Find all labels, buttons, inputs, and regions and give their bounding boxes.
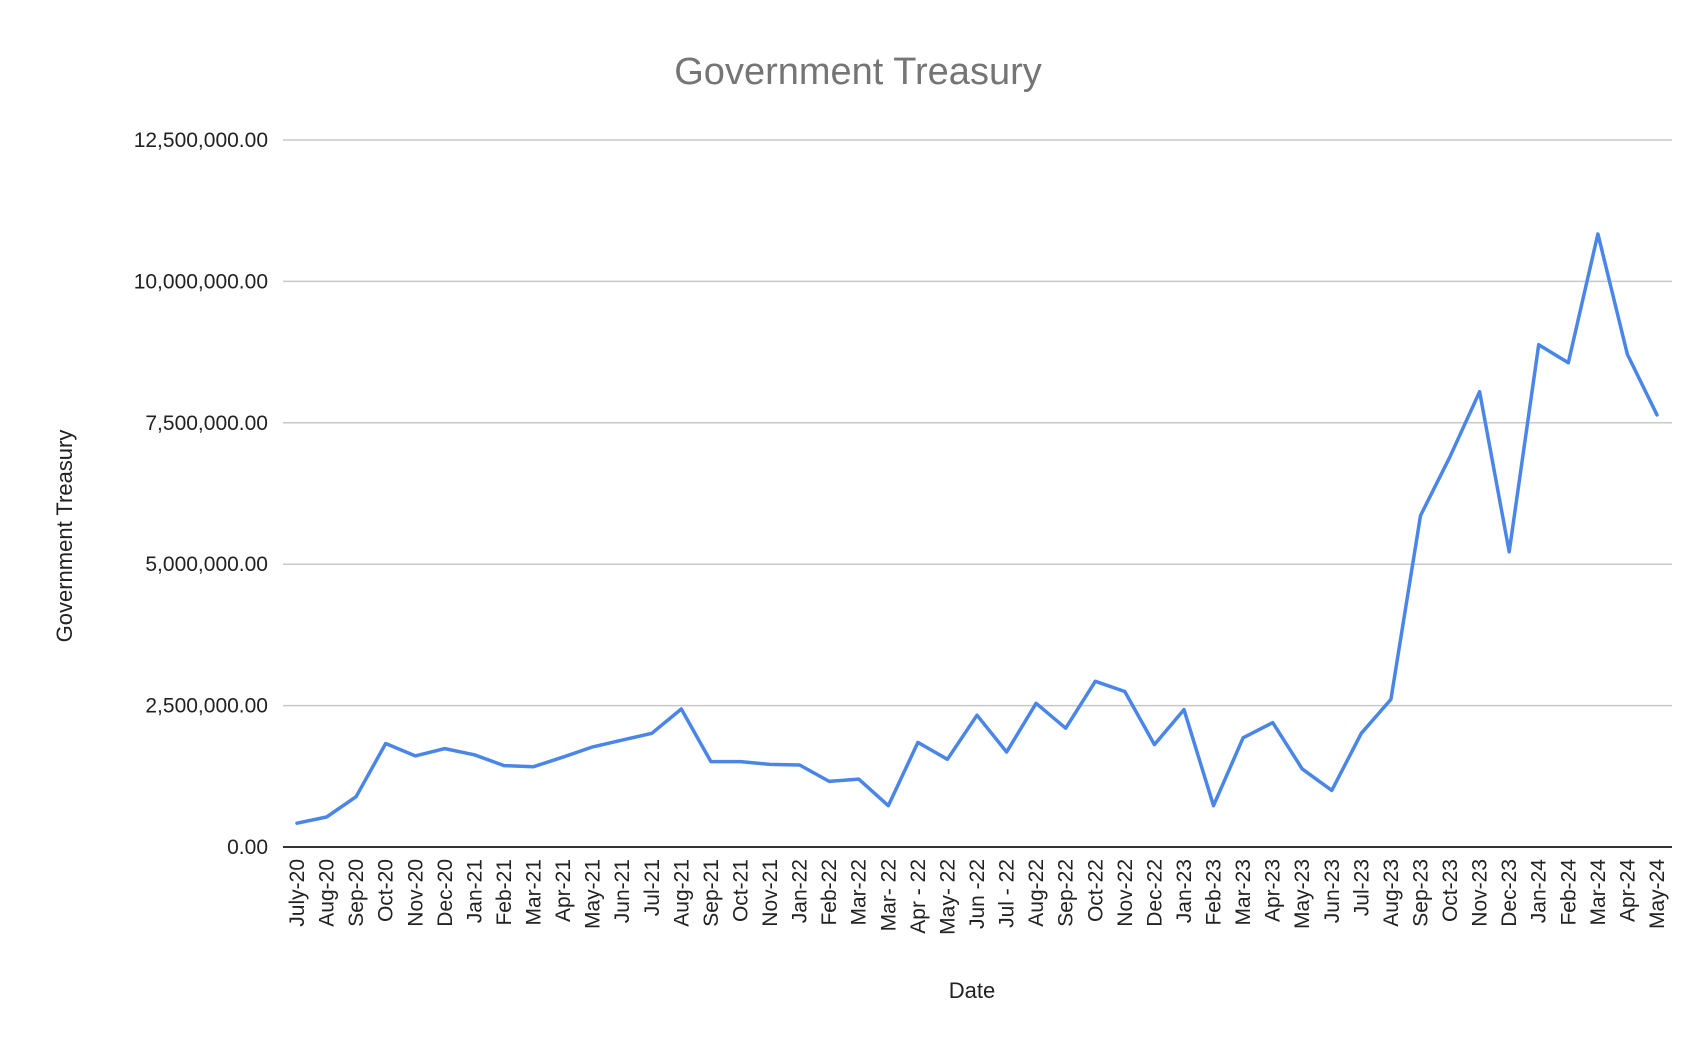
x-tick-label: May- 22	[936, 859, 959, 935]
x-tick-label: Apr-23	[1262, 859, 1285, 922]
x-tick-label: Mar-23	[1232, 859, 1255, 926]
x-tick-label: Mar- 22	[877, 859, 900, 931]
x-tick-label: Feb-24	[1557, 859, 1580, 926]
x-tick-label: July-20	[286, 859, 309, 927]
x-tick-label: Apr - 22	[907, 859, 930, 934]
x-tick-label: Aug-23	[1380, 859, 1403, 927]
series-group	[295, 232, 1659, 825]
x-tick-label: Nov-22	[1114, 859, 1137, 927]
x-tick-label: Nov-20	[404, 859, 427, 927]
x-tick-label: Jun-21	[611, 859, 634, 923]
x-tick-label: Dec-20	[434, 859, 457, 927]
x-tick-label: Jun-23	[1321, 859, 1344, 923]
x-tick-label: Jan-21	[463, 859, 486, 923]
y-tick-label: 12,500,000.00	[134, 129, 268, 152]
x-tick-label: Oct-22	[1084, 859, 1107, 922]
x-tick-label: Feb-23	[1203, 859, 1226, 926]
x-tick-label: Jan-24	[1528, 859, 1551, 924]
x-tick-label: Sep-23	[1409, 859, 1432, 927]
y-tick-label: 10,000,000.00	[134, 270, 268, 293]
x-tick-label: Sep-22	[1055, 859, 1078, 927]
x-tick-label: Apr-24	[1616, 859, 1639, 922]
y-tick-label: 5,000,000.00	[145, 553, 268, 576]
x-tick-label: Aug-21	[670, 859, 693, 927]
chart-title: Government Treasury	[674, 51, 1041, 93]
x-tick-label: Jan-22	[789, 859, 812, 923]
x-tick-label: Dec-22	[1143, 859, 1166, 927]
x-tick-label: Feb-22	[818, 859, 841, 926]
x-tick-label: Apr-21	[552, 859, 575, 922]
x-tick-label: Jul-23	[1350, 859, 1373, 916]
x-tick-label: Jun -22	[966, 859, 989, 929]
x-tick-label: Mar-24	[1587, 859, 1610, 926]
x-tick-label: Oct-23	[1439, 859, 1462, 922]
x-tick-label: Dec-23	[1498, 859, 1521, 927]
x-tick-label: Jul-21	[641, 859, 664, 916]
x-tick-label: May-24	[1646, 859, 1669, 929]
x-tick-label: May-23	[1291, 859, 1314, 929]
x-tick-label: Oct-20	[375, 859, 398, 922]
x-tick-label: Mar-22	[848, 859, 871, 926]
y-tick-label: 2,500,000.00	[145, 695, 268, 718]
x-tick-label: Aug-22	[1025, 859, 1048, 927]
y-tick-label: 0.00	[227, 836, 268, 859]
x-tick-label: Aug-20	[316, 859, 339, 927]
y-axis-tick-labels: 0.00 2,500,000.00 5,000,000.00 7,500,000.00…	[134, 129, 268, 859]
x-tick-label: Sep-20	[345, 859, 368, 927]
x-tick-label: Feb-21	[493, 859, 516, 926]
y-tick-label: 7,500,000.00	[145, 412, 268, 435]
x-axis-tick-labels: July-20 Aug-20 Sep-20 Oct-20 Nov-20 Dec-20 Jan…	[286, 859, 1669, 935]
gridlines	[283, 139, 1672, 707]
x-tick-label: Jan-23	[1173, 859, 1196, 923]
x-axis-title: Date	[949, 978, 995, 1003]
y-axis-title: Government Treasury	[52, 430, 77, 643]
series-line	[295, 232, 1659, 825]
x-tick-label: Nov-23	[1469, 859, 1492, 927]
x-tick-label: Nov-21	[759, 859, 782, 927]
x-tick-label: Mar-21	[523, 859, 546, 926]
x-tick-label: Sep-21	[700, 859, 723, 927]
x-tick-label: May-21	[582, 859, 605, 929]
x-tick-label: Jul - 22	[996, 859, 1019, 928]
x-tick-label: Oct-21	[729, 859, 752, 922]
